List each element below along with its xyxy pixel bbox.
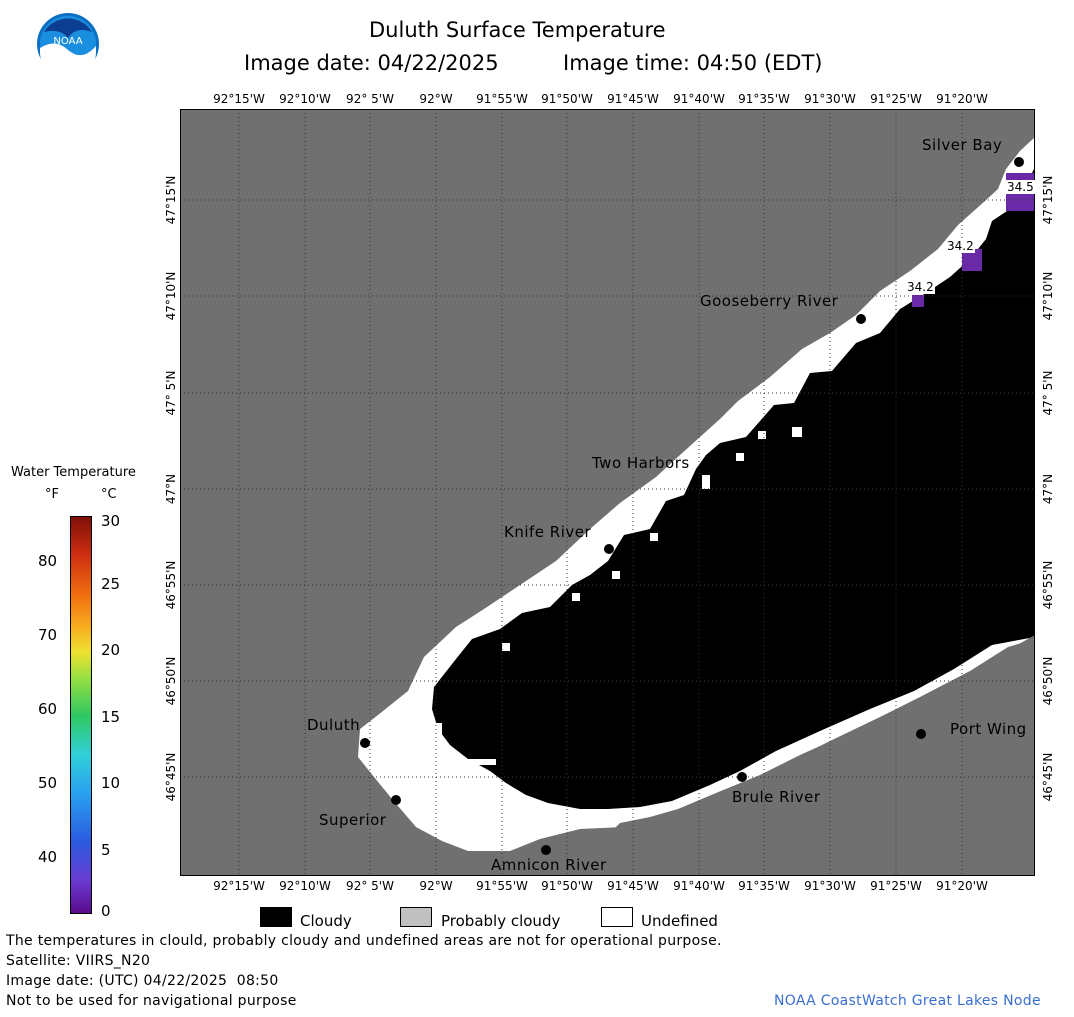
legend-swatch-cloudy — [260, 907, 292, 927]
place-label-gooseberry-river: Gooseberry River — [700, 292, 839, 310]
legend-swatch-undefined — [601, 907, 633, 927]
place-label-amnicon-river: Amnicon River — [491, 856, 607, 874]
x-tick-bottom: 91°35'W — [738, 879, 790, 893]
place-label-silver-bay: Silver Bay — [922, 136, 1003, 154]
amnicon-river-marker — [541, 845, 551, 855]
x-tick-bottom: 92°10'W — [279, 879, 331, 893]
y-tick-left: 47°10'N — [164, 271, 178, 321]
x-tick-top: 91°25'W — [870, 92, 922, 106]
footer-note: The temperatures in clould, probably clo… — [6, 933, 722, 949]
y-tick-right: 46°45'N — [1041, 752, 1055, 802]
chart-title: Duluth Surface Temperature — [369, 18, 666, 42]
y-tick-left: 47° 5'N — [164, 370, 178, 416]
y-tick-left: 46°45'N — [164, 752, 178, 802]
y-tick-right: 47°10'N — [1041, 271, 1055, 321]
x-tick-bottom: 92°15'W — [213, 879, 265, 893]
colorbar-c-tick: 5 — [101, 841, 111, 859]
x-tick-bottom: 91°40'W — [673, 879, 725, 893]
colorbar — [70, 516, 92, 914]
colorbar-f-tick: 60 — [38, 700, 58, 718]
superior-marker — [391, 795, 401, 805]
x-tick-bottom: 92° 5'W — [346, 879, 394, 893]
x-tick-bottom: 92°W — [419, 879, 453, 893]
cloudy-area — [432, 167, 1035, 809]
x-tick-top: 91°45'W — [607, 92, 659, 106]
temp-label: 34.5 — [1006, 180, 1035, 194]
x-tick-top: 92°15'W — [213, 92, 265, 106]
x-tick-bottom: 91°55'W — [476, 879, 528, 893]
temp-label: 34.2 — [906, 280, 935, 294]
colorbar-f-tick: 80 — [38, 552, 58, 570]
grid — [180, 109, 1035, 876]
knife-river-marker — [604, 544, 614, 554]
port-wing-marker — [916, 729, 926, 739]
legend-label-cloudy: Cloudy — [300, 912, 352, 930]
colorbar-f-tick: 40 — [38, 848, 58, 866]
svg-text:NOAA: NOAA — [53, 36, 82, 47]
place-label-port-wing: Port Wing — [950, 720, 1027, 738]
map — [180, 109, 1035, 876]
x-tick-top: 91°40'W — [673, 92, 725, 106]
y-tick-left: 47°15'N — [164, 175, 178, 225]
footer-satellite: Satellite: VIIRS_N20 — [6, 953, 151, 969]
place-label-knife-river: Knife River — [504, 523, 592, 541]
x-tick-top: 91°55'W — [476, 92, 528, 106]
x-tick-bottom: 91°50'W — [541, 879, 593, 893]
x-tick-bottom: 91°45'W — [607, 879, 659, 893]
silver-bay-marker — [1014, 157, 1024, 167]
y-tick-right: 47°N — [1041, 473, 1055, 505]
place-label-two-harbors: Two Harbors — [592, 454, 690, 472]
colorbar-unit-f: °F — [45, 487, 59, 502]
temp-label: 34.2 — [946, 239, 975, 253]
x-tick-top: 92° 5'W — [346, 92, 394, 106]
legend-label-undefined: Undefined — [641, 912, 718, 930]
colorbar-title: Water Temperature — [11, 465, 136, 480]
x-tick-bottom: 91°25'W — [870, 879, 922, 893]
colorbar-c-tick: 20 — [101, 641, 121, 659]
colorbar-c-tick: 10 — [101, 774, 121, 792]
place-label-duluth: Duluth — [307, 716, 361, 734]
colorbar-c-tick: 15 — [101, 708, 121, 726]
credit-link[interactable]: NOAA CoastWatch Great Lakes Node — [774, 993, 1041, 1009]
x-tick-top: 91°50'W — [541, 92, 593, 106]
colorbar-c-tick: 0 — [101, 902, 111, 920]
colorbar-c-tick: 30 — [101, 512, 121, 530]
y-tick-right: 47°15'N — [1041, 175, 1055, 225]
colorbar-unit-c: °C — [101, 487, 117, 502]
gooseberry-river-marker — [856, 314, 866, 324]
footer-image-date-utc: Image date: (UTC) 04/22/2025 08:50 — [6, 973, 279, 989]
brule-river-marker — [737, 772, 747, 782]
y-tick-right: 47° 5'N — [1041, 370, 1055, 416]
legend-swatch-probably-cloudy — [400, 907, 432, 927]
footer-disclaimer: Not to be used for navigational purpose — [6, 993, 297, 1009]
x-tick-top: 91°20'W — [936, 92, 988, 106]
duluth-marker — [360, 738, 370, 748]
x-tick-bottom: 91°20'W — [936, 879, 988, 893]
y-tick-left: 47°N — [164, 473, 178, 505]
y-tick-right: 46°50'N — [1041, 656, 1055, 706]
x-tick-top: 92°10'W — [279, 92, 331, 106]
colorbar-f-tick: 50 — [38, 774, 58, 792]
y-tick-left: 46°55'N — [164, 560, 178, 610]
x-tick-bottom: 91°30'W — [804, 879, 856, 893]
x-tick-top: 91°30'W — [804, 92, 856, 106]
y-tick-right: 46°55'N — [1041, 560, 1055, 610]
y-tick-left: 46°50'N — [164, 656, 178, 706]
place-label-superior: Superior — [319, 811, 387, 829]
image-time-label: Image time: 04:50 (EDT) — [563, 51, 823, 75]
x-tick-top: 92°W — [419, 92, 453, 106]
place-label-brule-river: Brule River — [732, 788, 821, 806]
legend-label-probably-cloudy: Probably cloudy — [441, 912, 561, 930]
noaa-logo-icon: NOAA — [37, 13, 99, 76]
image-date-label: Image date: 04/22/2025 — [244, 51, 499, 75]
colorbar-f-tick: 70 — [38, 626, 58, 644]
colorbar-c-tick: 25 — [101, 575, 121, 593]
x-tick-top: 91°35'W — [738, 92, 790, 106]
